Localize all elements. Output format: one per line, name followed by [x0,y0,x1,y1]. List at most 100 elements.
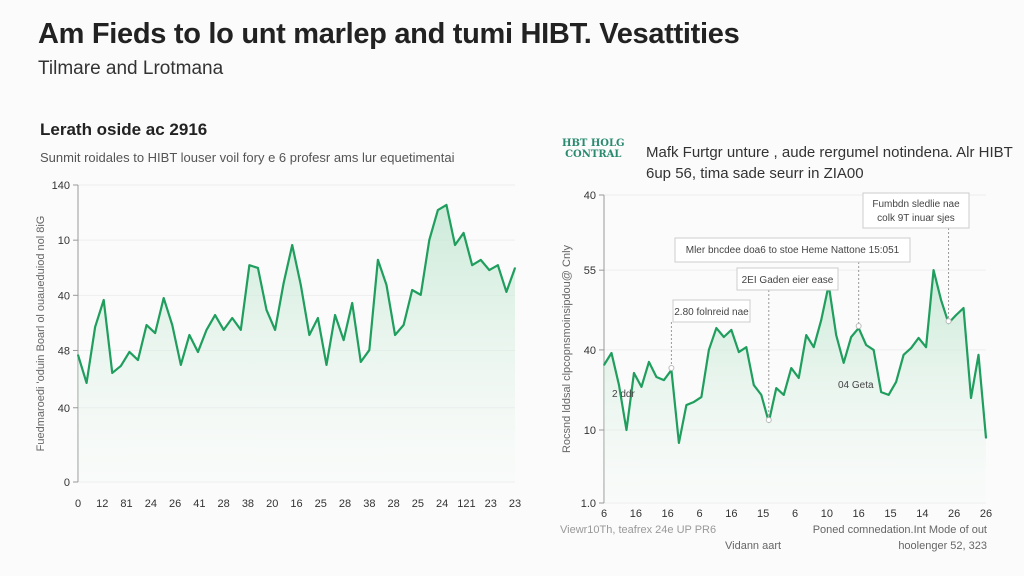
left-chart-point [514,267,516,269]
right-chart-point [603,364,605,366]
annotation-text: Fumbdn sledlie nae [872,199,960,210]
right-chart-point [715,327,718,329]
right-chart-point [745,346,748,348]
left-chart-point [488,269,491,271]
right-chart-point [970,397,972,399]
right-chart-point [887,394,890,396]
right-chart-line [603,269,988,445]
left-chart-point [188,334,191,336]
right-chart-point [760,394,763,396]
left-chart-x-tick-label: 25 [412,498,424,510]
left-chart-x-tick-label: 26 [169,498,181,510]
left-chart-point [454,244,456,246]
left-chart-point [231,317,234,319]
right-chart-point [955,314,957,316]
left-chart-point [497,264,499,266]
left-chart-x-tick-label: 23 [509,498,521,510]
left-chart-point [419,294,422,296]
left-chart-x-tick-label: 28 [218,498,230,510]
right-chart-x-tick-label: 15 [884,508,896,520]
right-chart-point [842,362,845,364]
right-chart-point [663,379,665,381]
left-chart-y-tick-label: 0 [64,477,70,489]
caption-right-1: Poned comnedation.Int Mode of out [813,524,987,536]
right-chart-point [820,319,823,321]
right-chart-x-tick-label: 16 [662,508,674,520]
left-chart-point [85,382,88,384]
left-chart-point [325,364,328,366]
left-chart-point [102,299,105,301]
left-chart-title: Lerath oside ac 2916 [40,120,208,139]
right-chart-point [805,334,808,336]
left-chart-point [437,209,439,211]
right-chart-point [648,361,650,363]
right-chart-point [640,386,643,388]
right-chart-x-tick-label: 26 [948,508,960,520]
left-chart-point [394,334,396,336]
right-chart-x-tick-label: 16 [725,508,737,520]
right-chart-point [738,351,740,353]
right-chart-point [708,349,710,351]
left-chart-x-tick-label: 25 [315,498,327,510]
left-chart-point [402,324,405,326]
right-chart-point [797,377,800,379]
left-chart-point [308,334,311,336]
right-chart-point [693,401,695,403]
annotation-text: 2EI Gaden eier ease [742,275,834,286]
left-chart-x-tick-label: 24 [145,498,157,510]
left-chart-point [282,282,285,284]
right-chart-x-tick-label: 14 [916,508,928,520]
left-chart-point [180,364,182,366]
left-chart-point [197,351,199,353]
left-chart-x-tick-label: 12 [96,498,108,510]
right-chart-y-tick-label: 55 [584,265,596,277]
left-chart-subtitle: Sunmit roidales to HIBT louser voil fory… [40,150,455,165]
left-chart-x-tick-label: 20 [266,498,278,510]
left-chart-point [162,297,165,299]
left-chart-point [137,359,139,361]
left-chart-point [334,314,336,316]
right-chart-point [985,437,987,439]
left-chart-point [351,302,353,304]
left-chart-x-tick-label: 24 [436,498,448,510]
annotation-marker [855,323,862,330]
right-chart-point [775,387,778,389]
left-chart-y-tick-label: 40 [58,403,70,415]
left-chart-point [411,289,413,291]
left-chart-point [257,267,259,269]
logo: HBT HOLG CONTRAL [562,138,625,160]
annotation-box [862,192,970,229]
left-chart-point [368,349,371,351]
left-chart-x-tick-label: 38 [242,498,254,510]
left-chart-point [479,259,482,261]
left-chart-point [222,329,225,331]
left-chart-point [240,329,242,331]
right-chart-point [835,334,837,336]
right-chart-y-tick-label: 40 [584,190,596,202]
right-chart-y-tick-label: 40 [584,345,596,357]
left-chart-point [120,365,122,367]
annotation-box [672,299,751,323]
left-chart-point [377,259,379,261]
right-chart-point [850,336,852,338]
left-chart-point [154,332,156,334]
left-chart-x-tick-label: 28 [387,498,399,510]
left-chart-x-tick-label: 0 [75,498,81,510]
left-chart-point [342,339,345,341]
caption-right-2: hoolenger 52, 323 [898,540,987,552]
right-chart-y-tick-label: 1.0 [581,498,596,510]
left-chart-point [385,284,388,286]
right-chart-point [895,381,897,383]
left-chart-point [111,372,114,374]
left-chart-x-tick-label: 121 [457,498,475,510]
left-chart-point [462,232,465,234]
left-chart-point [128,351,131,353]
right-chart-y-axis-label: Rocsnd lddsal clpcopnsmoinsipdou@ Cnly [561,244,573,453]
left-chart-point [145,324,148,326]
right-chart-point [865,344,867,346]
right-chart-x-tick-label: 16 [630,508,642,520]
left-chart-x-tick-label: 16 [290,498,302,510]
annotation-text: 2.80 folnreid nae [674,307,749,318]
left-chart-point [205,329,208,331]
right-chart-point [790,367,793,369]
